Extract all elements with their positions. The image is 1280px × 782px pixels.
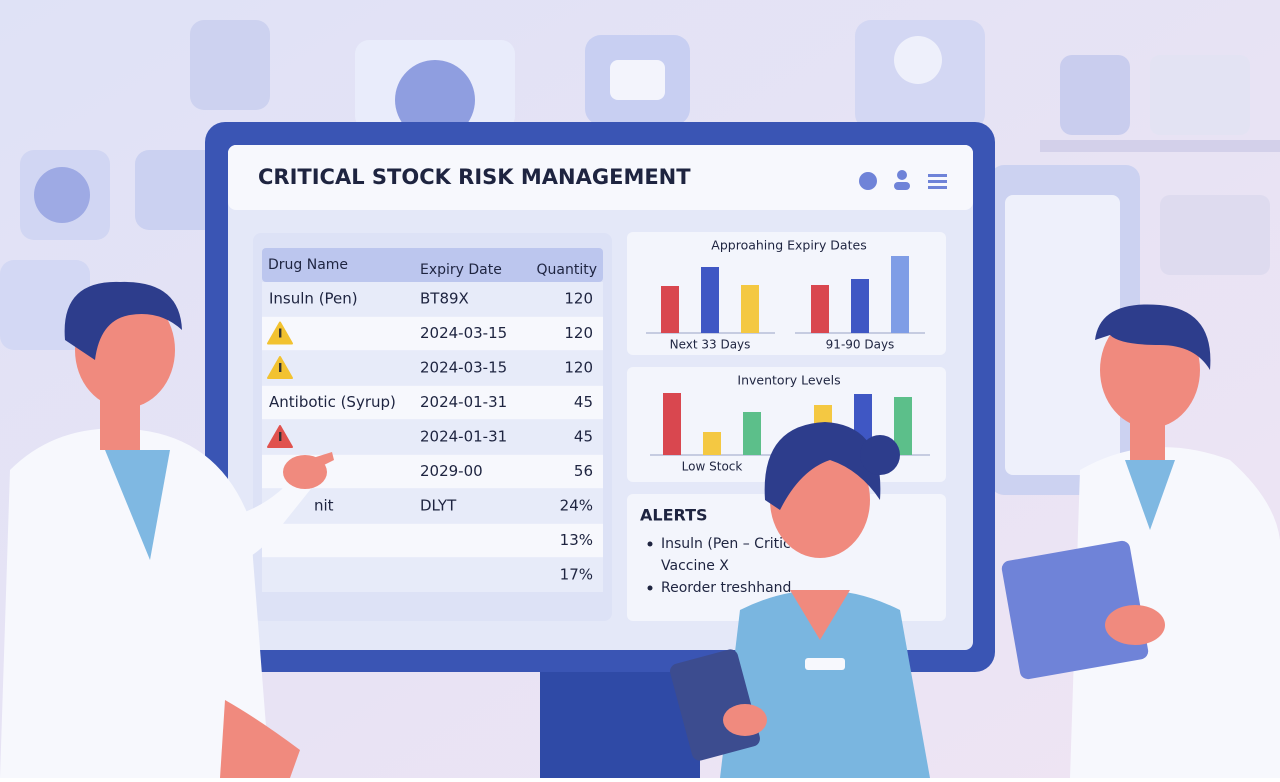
bar — [851, 279, 869, 333]
table-row — [262, 351, 603, 385]
status-icon-mark — [279, 328, 282, 338]
quantity: 120 — [564, 290, 593, 308]
chart-title: Approahing Expiry Dates — [711, 238, 866, 253]
bar — [663, 393, 681, 455]
quantity: 120 — [564, 324, 593, 342]
dashboard-title: CRITICAL STOCK RISK MANAGEMENT — [258, 165, 691, 189]
group-label: 91-90 Days — [826, 338, 895, 352]
drug-name: Antibotic (Syrup) — [269, 393, 396, 411]
group-label: Low Stock — [682, 460, 743, 474]
alert-text: Insuln (Pen – Critic — [661, 536, 791, 552]
alert-text: Vaccine X — [661, 558, 729, 574]
table-row — [262, 385, 603, 420]
table-row — [262, 420, 603, 454]
expiry-date: 2024-03-15 — [420, 324, 507, 342]
quantity: 17% — [560, 566, 593, 584]
alerts-title: ALERTS — [640, 506, 708, 525]
column-header: Quantity — [537, 262, 598, 278]
quantity: 120 — [564, 359, 593, 377]
drug-name: nit — [314, 497, 334, 515]
quantity: 45 — [574, 428, 593, 446]
bullet — [647, 585, 653, 591]
expiry-date: 2024-01-31 — [420, 393, 507, 411]
bar — [894, 397, 912, 455]
table-row — [262, 316, 603, 351]
alert-text: Reorder treshhand — [661, 580, 791, 596]
bar — [661, 286, 679, 333]
column-header: Expiry Date — [420, 262, 502, 278]
bar — [741, 285, 759, 333]
expiry-date: 2024-01-31 — [420, 428, 507, 446]
bar — [743, 412, 761, 455]
table-row — [262, 282, 603, 316]
drug-name: Insuln (Pen) — [269, 290, 358, 308]
table-row — [262, 489, 603, 523]
bar — [703, 432, 721, 455]
bullet — [647, 541, 653, 547]
table-row — [262, 523, 603, 558]
expiry-date: BT89X — [420, 290, 469, 308]
table-row — [262, 558, 603, 592]
chart-title: Inventory Levels — [737, 373, 840, 388]
expiry-date: DLYT — [420, 497, 457, 515]
column-header: Drug Name — [268, 257, 348, 273]
people — [0, 281, 1280, 778]
bar — [891, 256, 909, 333]
quantity: 24% — [560, 497, 593, 515]
status-icon-mark — [279, 432, 282, 441]
group-label: Next 33 Days — [670, 338, 751, 352]
dashboard-content: Drug Name Expiry Date Quantity Insuln (Pen)… — [262, 238, 930, 596]
quantity: 13% — [560, 531, 593, 549]
quantity: 56 — [574, 462, 593, 480]
bar — [701, 267, 719, 333]
expiry-date: 2024-03-15 — [420, 359, 507, 377]
status-icon-mark — [279, 363, 282, 372]
expiry-date: 2029-00 — [420, 462, 483, 480]
quantity: 45 — [574, 393, 593, 411]
bar — [811, 285, 829, 333]
